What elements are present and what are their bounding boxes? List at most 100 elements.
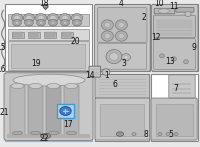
Bar — [95, 4, 150, 71]
Bar — [99, 82, 146, 83]
Bar — [152, 4, 198, 71]
FancyBboxPatch shape — [28, 85, 43, 135]
Bar — [100, 104, 144, 136]
Ellipse shape — [166, 133, 170, 136]
Bar — [91, 69, 99, 70]
Ellipse shape — [59, 14, 71, 22]
FancyBboxPatch shape — [95, 75, 150, 98]
Bar — [156, 104, 193, 136]
Bar — [172, 83, 191, 85]
Ellipse shape — [15, 21, 19, 24]
Text: 6: 6 — [113, 80, 118, 89]
Text: 20: 20 — [71, 37, 80, 46]
Text: 10: 10 — [154, 0, 164, 8]
Ellipse shape — [63, 21, 67, 24]
Bar — [8, 41, 89, 70]
Text: 16: 16 — [0, 65, 6, 74]
Ellipse shape — [62, 108, 69, 114]
FancyBboxPatch shape — [95, 98, 150, 140]
Bar — [99, 91, 146, 92]
FancyBboxPatch shape — [89, 66, 101, 77]
Bar — [13, 32, 22, 37]
Bar — [12, 32, 24, 38]
Ellipse shape — [65, 83, 78, 88]
Ellipse shape — [160, 54, 164, 58]
Ellipse shape — [115, 31, 127, 41]
Bar — [99, 79, 146, 80]
Bar — [157, 26, 192, 28]
Ellipse shape — [62, 15, 68, 21]
Ellipse shape — [23, 14, 35, 22]
FancyBboxPatch shape — [154, 15, 195, 38]
FancyBboxPatch shape — [64, 85, 79, 135]
Text: 7: 7 — [174, 84, 178, 93]
Ellipse shape — [47, 83, 60, 88]
Bar — [157, 20, 192, 22]
Ellipse shape — [101, 20, 113, 30]
Ellipse shape — [115, 20, 127, 30]
Ellipse shape — [61, 20, 69, 26]
Text: 12: 12 — [151, 33, 161, 42]
Text: 17: 17 — [63, 120, 72, 129]
Text: 2: 2 — [141, 13, 146, 22]
Text: 13: 13 — [166, 56, 175, 66]
Bar — [172, 92, 191, 94]
Bar — [57, 104, 74, 118]
FancyBboxPatch shape — [97, 8, 147, 42]
Bar — [62, 32, 71, 37]
Ellipse shape — [174, 133, 178, 136]
Ellipse shape — [75, 21, 79, 24]
Ellipse shape — [110, 53, 118, 60]
FancyBboxPatch shape — [154, 8, 175, 14]
FancyBboxPatch shape — [95, 4, 150, 71]
Bar — [8, 29, 89, 40]
Ellipse shape — [47, 14, 59, 22]
Ellipse shape — [71, 14, 83, 22]
Ellipse shape — [48, 131, 58, 135]
Ellipse shape — [13, 74, 85, 86]
Ellipse shape — [41, 133, 51, 139]
Ellipse shape — [67, 131, 77, 135]
Ellipse shape — [11, 14, 23, 22]
Bar — [157, 23, 192, 25]
Ellipse shape — [29, 83, 42, 88]
Bar — [11, 44, 85, 68]
Ellipse shape — [158, 133, 162, 136]
Ellipse shape — [122, 54, 130, 61]
Ellipse shape — [37, 20, 45, 26]
Bar — [45, 7, 46, 10]
Ellipse shape — [49, 20, 57, 26]
Ellipse shape — [26, 15, 32, 21]
Text: 15: 15 — [0, 42, 6, 52]
Bar — [172, 88, 191, 90]
Bar — [99, 94, 146, 95]
Ellipse shape — [11, 83, 24, 88]
Ellipse shape — [102, 69, 110, 75]
Text: 21: 21 — [0, 108, 9, 117]
FancyBboxPatch shape — [46, 85, 61, 135]
Text: 3: 3 — [121, 59, 126, 69]
Bar — [151, 74, 198, 141]
Ellipse shape — [132, 133, 136, 136]
Text: 11: 11 — [169, 2, 179, 11]
Text: 8: 8 — [143, 130, 148, 139]
Ellipse shape — [158, 9, 170, 13]
Ellipse shape — [14, 15, 20, 21]
Bar — [28, 32, 40, 38]
FancyBboxPatch shape — [98, 43, 147, 69]
Ellipse shape — [104, 33, 110, 39]
Ellipse shape — [38, 15, 44, 21]
Ellipse shape — [172, 57, 176, 61]
Bar — [91, 72, 99, 73]
FancyBboxPatch shape — [10, 85, 25, 135]
Ellipse shape — [27, 21, 31, 24]
Ellipse shape — [104, 22, 110, 28]
Bar — [95, 74, 149, 141]
Ellipse shape — [43, 4, 48, 9]
Ellipse shape — [185, 11, 191, 17]
Bar — [157, 33, 192, 35]
Ellipse shape — [60, 107, 71, 115]
Ellipse shape — [13, 20, 21, 26]
Text: 22: 22 — [40, 134, 49, 143]
Bar — [5, 4, 92, 71]
